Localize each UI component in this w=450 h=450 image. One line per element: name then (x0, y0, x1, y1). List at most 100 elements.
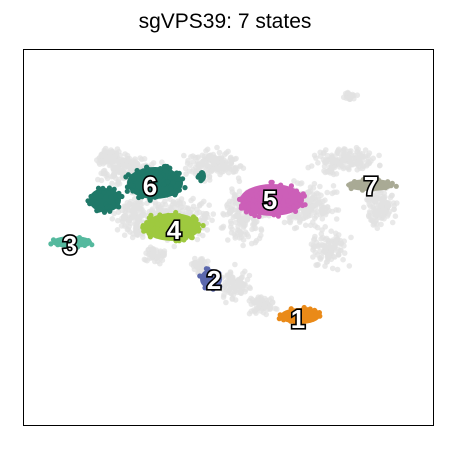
state-5-cell (262, 195, 268, 201)
background-cell (346, 263, 353, 269)
state-7-cell (371, 186, 377, 192)
state-4-cell (181, 217, 187, 223)
background-cell (220, 168, 227, 175)
background-cell (125, 207, 131, 213)
background-cell (367, 213, 374, 220)
state-4-cell (146, 215, 152, 221)
background-cell (321, 249, 328, 255)
background-cell (240, 242, 246, 249)
background-cell (206, 202, 212, 208)
background-cell (129, 211, 135, 217)
state-cluster-4 (140, 209, 206, 244)
background-cell (317, 183, 323, 190)
plot-frame (23, 49, 434, 426)
background-cell (308, 241, 315, 247)
background-cell (198, 261, 204, 268)
background-cell (224, 273, 231, 279)
background-cell (345, 165, 352, 171)
background-cell (258, 232, 264, 239)
state-5-cell (238, 205, 244, 211)
background-cell (109, 216, 116, 222)
background-cell (124, 152, 131, 159)
background-cell (308, 163, 315, 169)
background-cell (335, 207, 342, 213)
background-cell (333, 216, 340, 222)
background-cell (110, 154, 117, 161)
state-4-cell (149, 222, 155, 228)
background-cell (313, 213, 319, 219)
state-5-cell (300, 193, 306, 199)
background-cell (310, 254, 316, 260)
background-cell (167, 196, 173, 202)
state-4-cell (166, 229, 172, 235)
state-5-cell (291, 204, 297, 210)
state-6-cell (157, 174, 164, 180)
state-6-cell (151, 188, 157, 194)
state-label-5: 5 (263, 185, 277, 215)
state-6-cell (175, 181, 181, 187)
background-cell (251, 225, 257, 231)
background-cell (201, 198, 207, 205)
state-6-cell (107, 204, 113, 210)
background-cell (364, 158, 371, 165)
background-cell (356, 157, 362, 164)
background-cell (315, 261, 321, 268)
background-cell (125, 218, 132, 225)
background-cell (388, 192, 395, 199)
background-cell (248, 240, 255, 247)
background-cell (302, 198, 309, 204)
background-cell (237, 163, 243, 169)
state-4-cell (155, 221, 161, 227)
state-5-cell (276, 196, 282, 202)
background-cell (347, 154, 353, 161)
chart-title: sgVPS39: 7 states (138, 10, 312, 33)
background-cell (204, 171, 211, 177)
state-4-cell (182, 224, 188, 230)
background-cell (121, 232, 128, 238)
background-cell (314, 224, 321, 231)
state-1-cell (277, 312, 283, 318)
background-cell (253, 218, 260, 225)
background-cell (177, 204, 184, 211)
background-cell (338, 160, 344, 166)
state-1-cell (312, 309, 319, 315)
background-cell (236, 235, 243, 241)
state-6-cell (94, 200, 100, 206)
background-cell (114, 227, 121, 233)
background-cell (120, 162, 126, 168)
state-5-cell (278, 182, 284, 188)
background-cell (118, 223, 125, 229)
state-labels: 1 2 3 4 5 6 7 (61, 169, 380, 335)
background-cell (329, 190, 336, 197)
background-cell (220, 294, 227, 300)
state-6-cell (88, 193, 94, 200)
state-6-cell (157, 166, 163, 172)
background-cell (296, 219, 303, 225)
state-5-cell (270, 195, 276, 201)
state-3-cell (78, 238, 84, 244)
state-label-2: 2 (207, 265, 221, 295)
background-cell (165, 207, 171, 213)
background-cell (341, 250, 348, 256)
background-cell (99, 158, 105, 165)
state-2-cell (217, 284, 223, 290)
background-cell (330, 183, 337, 189)
state-6-cell (124, 184, 130, 190)
background-cell (109, 180, 115, 187)
background-cell (139, 210, 146, 216)
background-cell (324, 189, 331, 196)
state-1-cell (316, 310, 322, 316)
background-cell (226, 164, 232, 170)
state-2-cell (197, 273, 203, 279)
state-1-cell (292, 321, 299, 327)
background-cell (340, 256, 346, 263)
background-cell (214, 168, 220, 174)
background-cell (309, 195, 316, 201)
state-7-cell (351, 179, 358, 185)
state-3-cell (48, 241, 54, 247)
state-5-cell (254, 193, 260, 199)
background-cell (376, 162, 383, 169)
state-cluster-3 (48, 235, 95, 250)
state-3-cell (85, 238, 91, 244)
state-6-cell (95, 185, 102, 191)
